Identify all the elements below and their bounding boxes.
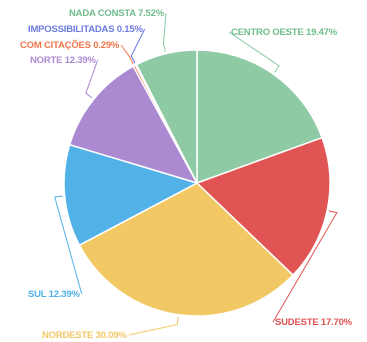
slice-nordeste (78, 182, 295, 317)
slice-centro-oeste (196, 49, 324, 185)
label-nordeste: NORDESTE 30.09% (42, 330, 127, 341)
label-impossibilitadas: IMPOSSIBILITADAS 0.15% (28, 24, 143, 35)
leader-nada-consta (162, 12, 167, 52)
label-sudeste: SUDESTE 17.70% (275, 317, 353, 328)
leader-impossibilitadas (130, 28, 146, 64)
slice-norte (68, 65, 199, 185)
leader-centro-oeste (228, 31, 280, 73)
label-centro-oeste: CENTRO OESTE 19.47% (231, 27, 338, 38)
leader-lines (54, 12, 338, 336)
label-sul: SUL 12.39% (28, 289, 80, 300)
label-norte: NORTE 12.39% (30, 55, 96, 66)
slice-labels: CENTRO OESTE 19.47% SUDESTE 17.70% NORDE… (20, 8, 353, 341)
slice-sul (63, 143, 199, 247)
slice-sudeste (195, 136, 331, 277)
slice-nada-consta (135, 49, 198, 184)
label-com-citacoes: COM CITAÇÕES 0.29% (20, 40, 120, 51)
label-nada-consta: NADA CONSTA 7.52% (69, 8, 165, 19)
leader-nordeste (128, 316, 179, 336)
leader-sul (54, 195, 83, 295)
leader-sudeste (272, 210, 338, 323)
leader-norte (85, 59, 99, 99)
pie-slices (63, 49, 331, 317)
leader-com-citacoes (120, 44, 134, 65)
